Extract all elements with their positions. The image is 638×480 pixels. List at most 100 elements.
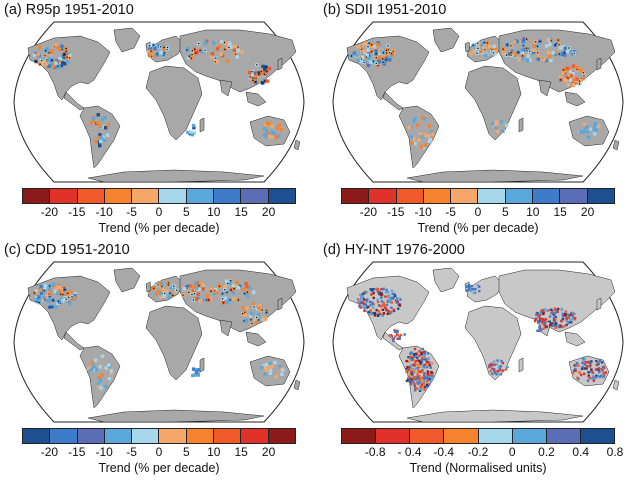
trend-dot xyxy=(410,355,413,359)
colorbar-tick: 0 xyxy=(508,445,516,459)
trend-dot xyxy=(50,62,54,66)
trend-dot xyxy=(586,135,591,140)
trend-dot xyxy=(568,74,572,78)
colorbar-tick: 15 xyxy=(234,445,248,459)
trend-dot xyxy=(416,382,420,385)
significance-stipple xyxy=(65,298,67,300)
trend-dot xyxy=(414,386,417,390)
significance-stipple xyxy=(61,65,63,67)
trend-dot xyxy=(215,290,219,295)
trend-dot xyxy=(201,282,205,287)
landmass-seasia xyxy=(245,331,267,347)
landmass-madagascar xyxy=(518,357,524,373)
trend-dot xyxy=(403,333,406,336)
trend-dot xyxy=(601,368,604,371)
trend-dot xyxy=(560,320,563,323)
trend-dot xyxy=(544,58,548,63)
colorbar-tick: 15 xyxy=(553,205,567,219)
trend-dot xyxy=(387,57,392,62)
trend-dot xyxy=(359,293,362,296)
trend-dot xyxy=(416,371,419,374)
trend-dot xyxy=(251,302,255,306)
trend-dot xyxy=(590,370,593,373)
trend-dot xyxy=(393,329,396,332)
trend-dot xyxy=(399,298,402,301)
significance-stipple xyxy=(250,319,252,321)
trend-dot xyxy=(61,61,65,65)
trend-dot xyxy=(415,123,420,127)
trend-dot xyxy=(574,80,578,85)
significance-stipple xyxy=(573,52,575,55)
significance-stipple xyxy=(261,82,264,84)
trend-dot xyxy=(413,389,417,392)
trend-dot xyxy=(206,294,210,298)
trend-dot xyxy=(408,373,411,377)
landmass-australia xyxy=(568,115,610,147)
trend-dot xyxy=(550,308,553,311)
trend-dot xyxy=(378,292,381,296)
trend-dot xyxy=(413,117,417,121)
trend-dot xyxy=(399,333,403,337)
trend-dot xyxy=(42,57,46,61)
trend-dot xyxy=(548,54,552,59)
landmass-asia xyxy=(498,269,616,333)
trend-dot xyxy=(553,320,556,323)
trend-dot xyxy=(602,372,605,376)
trend-dot xyxy=(567,316,570,320)
trend-dot xyxy=(153,47,157,51)
trend-dot xyxy=(191,373,195,378)
trend-dot xyxy=(583,126,587,131)
colorbar-swatch xyxy=(132,189,160,203)
trend-dot xyxy=(597,367,601,370)
trend-dot xyxy=(423,363,426,367)
trend-dot xyxy=(415,352,418,355)
trend-dot xyxy=(558,75,562,80)
trend-dot xyxy=(369,44,373,49)
trend-dot xyxy=(604,371,608,374)
trend-dot xyxy=(361,293,364,296)
trend-dot xyxy=(384,53,388,57)
trend-dot xyxy=(521,41,525,46)
world-map xyxy=(332,21,624,183)
trend-dot xyxy=(573,369,576,372)
trend-dot xyxy=(226,59,230,63)
trend-dot xyxy=(426,358,429,361)
landmass-madagascar xyxy=(199,117,205,133)
trend-dot xyxy=(556,324,559,328)
trend-dot xyxy=(154,282,158,286)
trend-dot xyxy=(397,334,400,337)
trend-dot xyxy=(422,351,425,354)
significance-stipple xyxy=(253,306,255,308)
trend-dot xyxy=(406,379,410,382)
trend-dot xyxy=(496,359,499,362)
significance-stipple xyxy=(226,291,228,294)
trend-dot xyxy=(395,333,399,336)
trend-dot xyxy=(571,312,575,316)
significance-stipple xyxy=(535,41,537,43)
landmass-australia xyxy=(249,115,291,147)
trend-dot xyxy=(413,382,416,386)
trend-dot xyxy=(418,380,421,384)
trend-dot xyxy=(49,49,54,53)
significance-stipple xyxy=(65,50,67,52)
trend-dot xyxy=(582,122,586,127)
trend-dot xyxy=(36,53,40,57)
colorbar-swatch xyxy=(268,189,295,203)
trend-dot xyxy=(268,371,273,375)
trend-dot xyxy=(484,53,488,58)
trend-dot xyxy=(593,124,597,128)
trend-dot xyxy=(44,62,48,66)
trend-dot xyxy=(562,325,566,328)
trend-dot xyxy=(395,301,398,304)
trend-dot xyxy=(361,55,365,59)
trend-dot xyxy=(597,374,600,377)
trend-dot xyxy=(35,296,39,300)
trend-dot xyxy=(588,376,591,380)
trend-dot xyxy=(429,371,432,374)
trend-dot xyxy=(555,308,558,312)
significance-stipple xyxy=(57,300,60,302)
trend-dot xyxy=(525,58,530,63)
significance-stipple xyxy=(372,60,374,63)
trend-dot xyxy=(392,308,395,311)
trend-dot xyxy=(590,368,593,371)
